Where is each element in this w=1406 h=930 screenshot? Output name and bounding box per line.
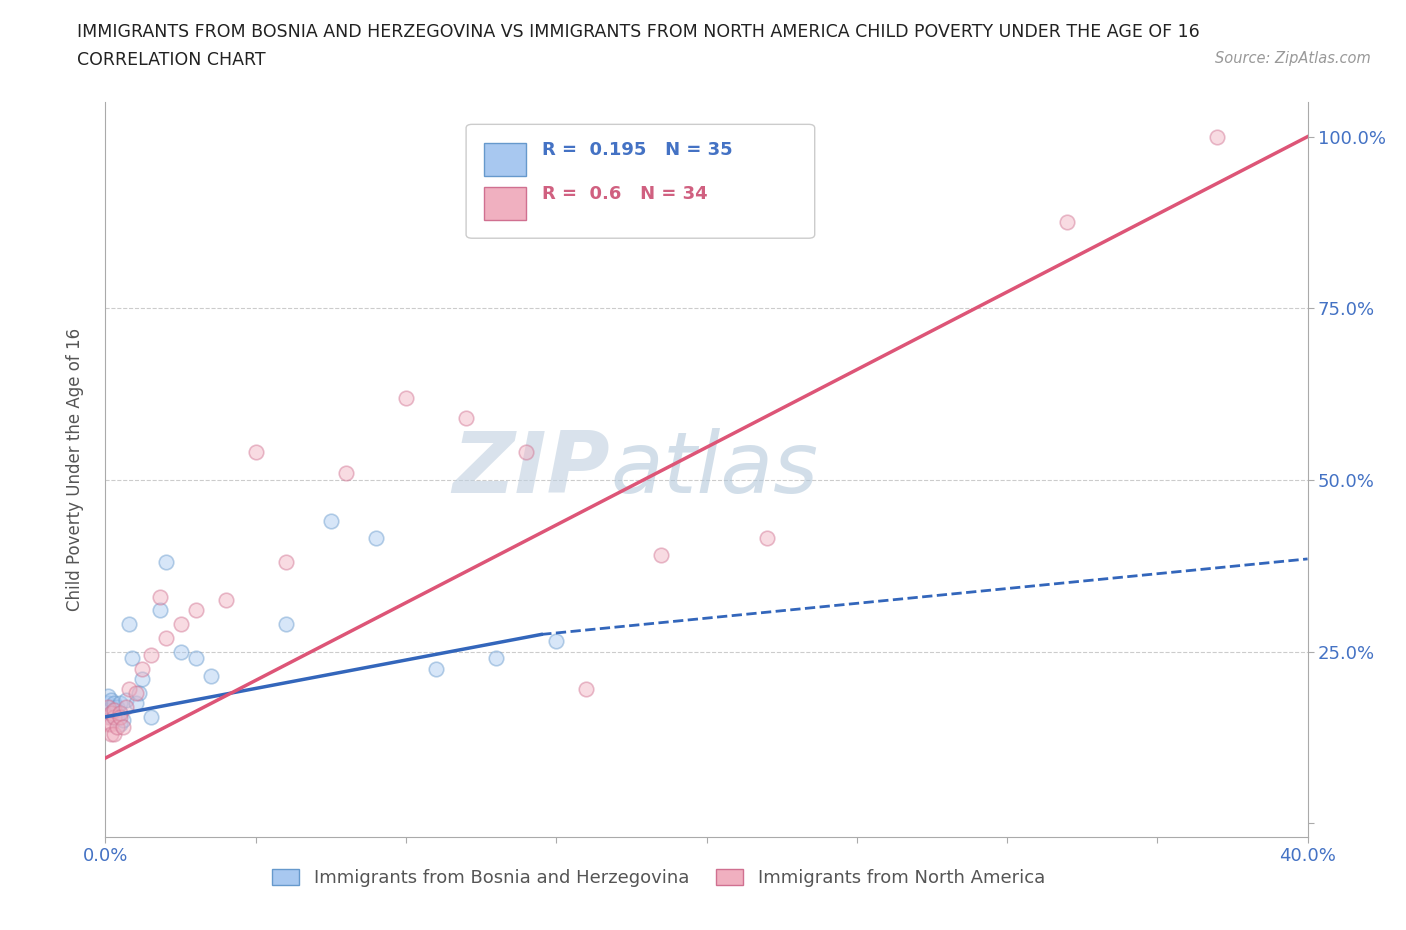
Point [515, 445, 537, 460]
Point [100, 710, 122, 724]
FancyBboxPatch shape [467, 125, 814, 238]
Point [103, 702, 125, 717]
Point [97, 689, 120, 704]
Point [103, 702, 125, 717]
Point [97, 710, 120, 724]
Point [245, 445, 267, 460]
Text: ZIP: ZIP [453, 428, 610, 512]
Point [103, 696, 125, 711]
Bar [484, 187, 526, 219]
Point [184, 651, 207, 666]
Point [755, 531, 778, 546]
Point [131, 661, 153, 676]
Legend: Immigrants from Bosnia and Herzegovina, Immigrants from North America: Immigrants from Bosnia and Herzegovina, … [264, 861, 1052, 894]
Point [103, 726, 125, 741]
Point [110, 706, 132, 721]
Point [575, 682, 598, 697]
Point [110, 706, 132, 721]
Point [274, 555, 297, 570]
Point [485, 651, 508, 666]
Point [110, 716, 132, 731]
Point [546, 634, 568, 649]
Text: Source: ZipAtlas.com: Source: ZipAtlas.com [1215, 51, 1371, 66]
Text: CORRELATION CHART: CORRELATION CHART [77, 51, 266, 69]
Bar [484, 142, 526, 176]
Point [395, 390, 418, 405]
Point [155, 555, 177, 570]
Point [121, 651, 143, 666]
Point [131, 671, 153, 686]
Point [148, 603, 170, 618]
Text: IMMIGRANTS FROM BOSNIA AND HERZEGOVINA VS IMMIGRANTS FROM NORTH AMERICA CHILD PO: IMMIGRANTS FROM BOSNIA AND HERZEGOVINA V… [77, 23, 1201, 41]
Text: atlas: atlas [610, 428, 818, 512]
Point [103, 710, 125, 724]
Point [107, 706, 129, 721]
Point [124, 685, 146, 700]
Point [274, 617, 297, 631]
Point [100, 692, 122, 707]
Point [100, 706, 122, 721]
Point [107, 699, 129, 714]
Point [97, 696, 120, 711]
Point [115, 699, 138, 714]
Point [319, 513, 342, 528]
Point [112, 720, 135, 735]
Point [97, 699, 120, 714]
Point [214, 592, 236, 607]
Point [107, 710, 129, 724]
Point [118, 617, 141, 631]
Point [112, 712, 135, 727]
Point [650, 548, 672, 563]
Point [118, 682, 141, 697]
Point [103, 710, 125, 724]
Point [184, 603, 207, 618]
Point [1056, 215, 1078, 230]
Point [200, 668, 222, 683]
Point [97, 716, 120, 731]
Point [169, 617, 191, 631]
Point [100, 699, 122, 714]
Text: R =  0.6   N = 34: R = 0.6 N = 34 [541, 185, 707, 203]
Point [124, 696, 146, 711]
Point [115, 692, 138, 707]
Point [128, 685, 150, 700]
Point [139, 647, 162, 662]
Point [107, 720, 129, 735]
Point [425, 661, 447, 676]
Point [139, 710, 162, 724]
Point [456, 411, 478, 426]
Point [100, 716, 122, 731]
Point [110, 696, 132, 711]
Point [364, 531, 387, 546]
Point [169, 644, 191, 659]
Point [155, 631, 177, 645]
Text: R =  0.195   N = 35: R = 0.195 N = 35 [541, 141, 733, 159]
Point [1206, 129, 1229, 144]
Point [110, 710, 132, 724]
Y-axis label: Child Poverty Under the Age of 16: Child Poverty Under the Age of 16 [66, 328, 84, 611]
Point [148, 590, 170, 604]
Point [100, 706, 122, 721]
Point [100, 726, 122, 741]
Point [97, 702, 120, 717]
Point [335, 466, 357, 481]
